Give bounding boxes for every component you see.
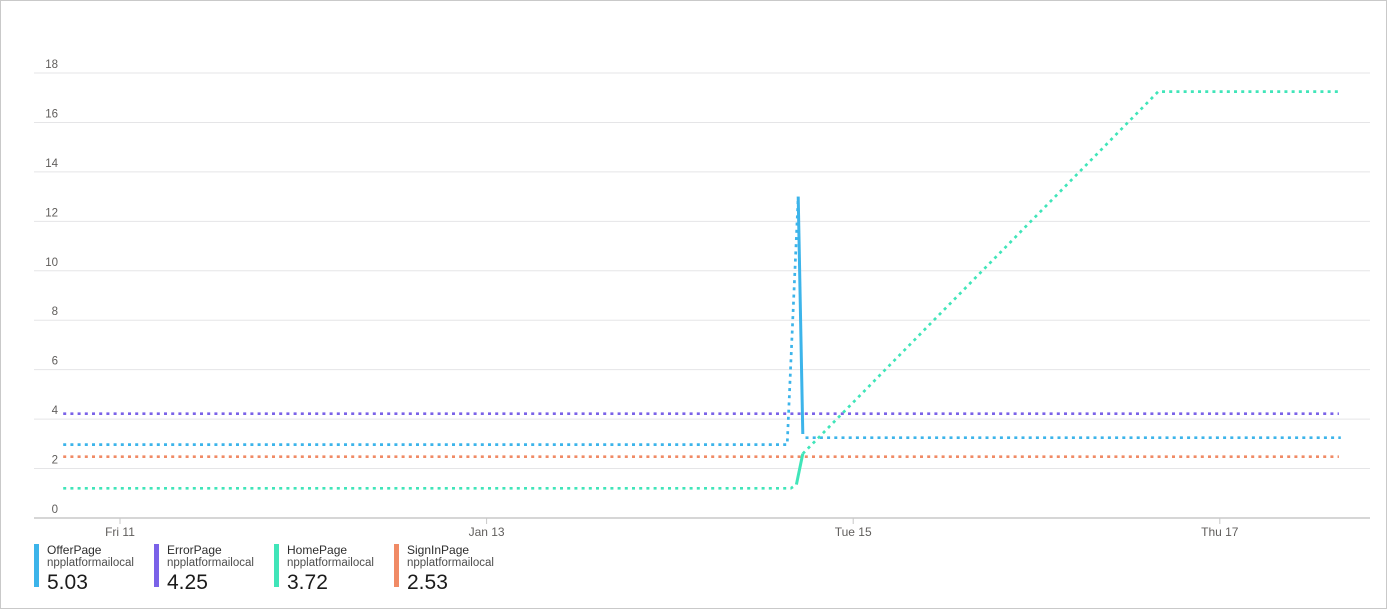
gridlines — [34, 72, 1370, 519]
legend-series-scope: npplatformailocal — [167, 557, 254, 569]
legend-series-value: 3.72 — [287, 571, 328, 594]
series-homepage — [63, 90, 1341, 490]
y-tick-label: 4 — [52, 405, 59, 417]
legend-color-bar-offerpage — [34, 544, 39, 587]
legend-item-errorpage[interactable]: ErrorPage npplatformailocal 4.25 — [154, 544, 274, 593]
x-tick-label: Thu 17 — [1201, 525, 1239, 539]
x-tick-label: Fri 11 — [105, 525, 135, 539]
series-segment-dotted — [801, 90, 1341, 455]
legend-series-name: ErrorPage — [167, 543, 222, 557]
legend-texts: ErrorPage npplatformailocal 4.25 — [167, 544, 254, 593]
metrics-chart-plot[interactable]: 0 2 4 6 8 10 12 14 16 18 Fri 11 Jan 13 Tue 15 Thu 17 — [1, 1, 1387, 541]
legend-item-offerpage[interactable]: OfferPage npplatformailocal 5.03 — [34, 544, 154, 593]
legend-texts: OfferPage npplatformailocal 5.03 — [47, 544, 134, 593]
legend-series-scope: npplatformailocal — [47, 557, 134, 569]
y-tick-label: 16 — [45, 108, 58, 120]
legend-color-bar-signinpage — [394, 544, 399, 587]
y-axis-labels: 0 2 4 6 8 10 12 14 16 18 — [45, 59, 58, 516]
legend-series-value: 2.53 — [407, 571, 448, 594]
legend-series-name: OfferPage — [47, 543, 102, 557]
legend-texts: SignInPage npplatformailocal 2.53 — [407, 544, 494, 593]
y-tick-label: 6 — [52, 356, 58, 368]
y-tick-label: 14 — [45, 158, 58, 170]
legend-series-name: HomePage — [287, 543, 348, 557]
legend-series-scope: npplatformailocal — [287, 557, 374, 569]
y-tick-label: 0 — [52, 504, 58, 516]
legend-color-bar-errorpage — [154, 544, 159, 587]
legend-color-bar-homepage — [274, 544, 279, 587]
legend-item-signinpage[interactable]: SignInPage npplatformailocal 2.53 — [394, 544, 514, 593]
x-tick-label: Tue 15 — [835, 525, 872, 539]
legend-series-scope: npplatformailocal — [407, 557, 494, 569]
legend-series-value: 4.25 — [167, 571, 208, 594]
y-tick-label: 10 — [45, 257, 58, 269]
x-axis: Fri 11 Jan 13 Tue 15 Thu 17 — [105, 518, 1239, 539]
y-tick-label: 8 — [52, 306, 58, 318]
series-segment-solid — [796, 196, 805, 435]
legend-texts: HomePage npplatformailocal 3.72 — [287, 544, 374, 593]
y-tick-label: 18 — [45, 59, 58, 71]
x-tick-label: Jan 13 — [469, 525, 505, 539]
chart-legend: OfferPage npplatformailocal 5.03 ErrorPa… — [34, 544, 514, 593]
legend-series-name: SignInPage — [407, 543, 470, 557]
y-tick-label: 2 — [52, 455, 58, 467]
legend-item-homepage[interactable]: HomePage npplatformailocal 3.72 — [274, 544, 394, 593]
legend-series-value: 5.03 — [47, 571, 88, 594]
series-segment-dotted — [63, 483, 798, 490]
y-tick-label: 12 — [45, 207, 58, 219]
series-segment-solid — [794, 453, 805, 485]
series-offerpage — [63, 196, 1341, 446]
